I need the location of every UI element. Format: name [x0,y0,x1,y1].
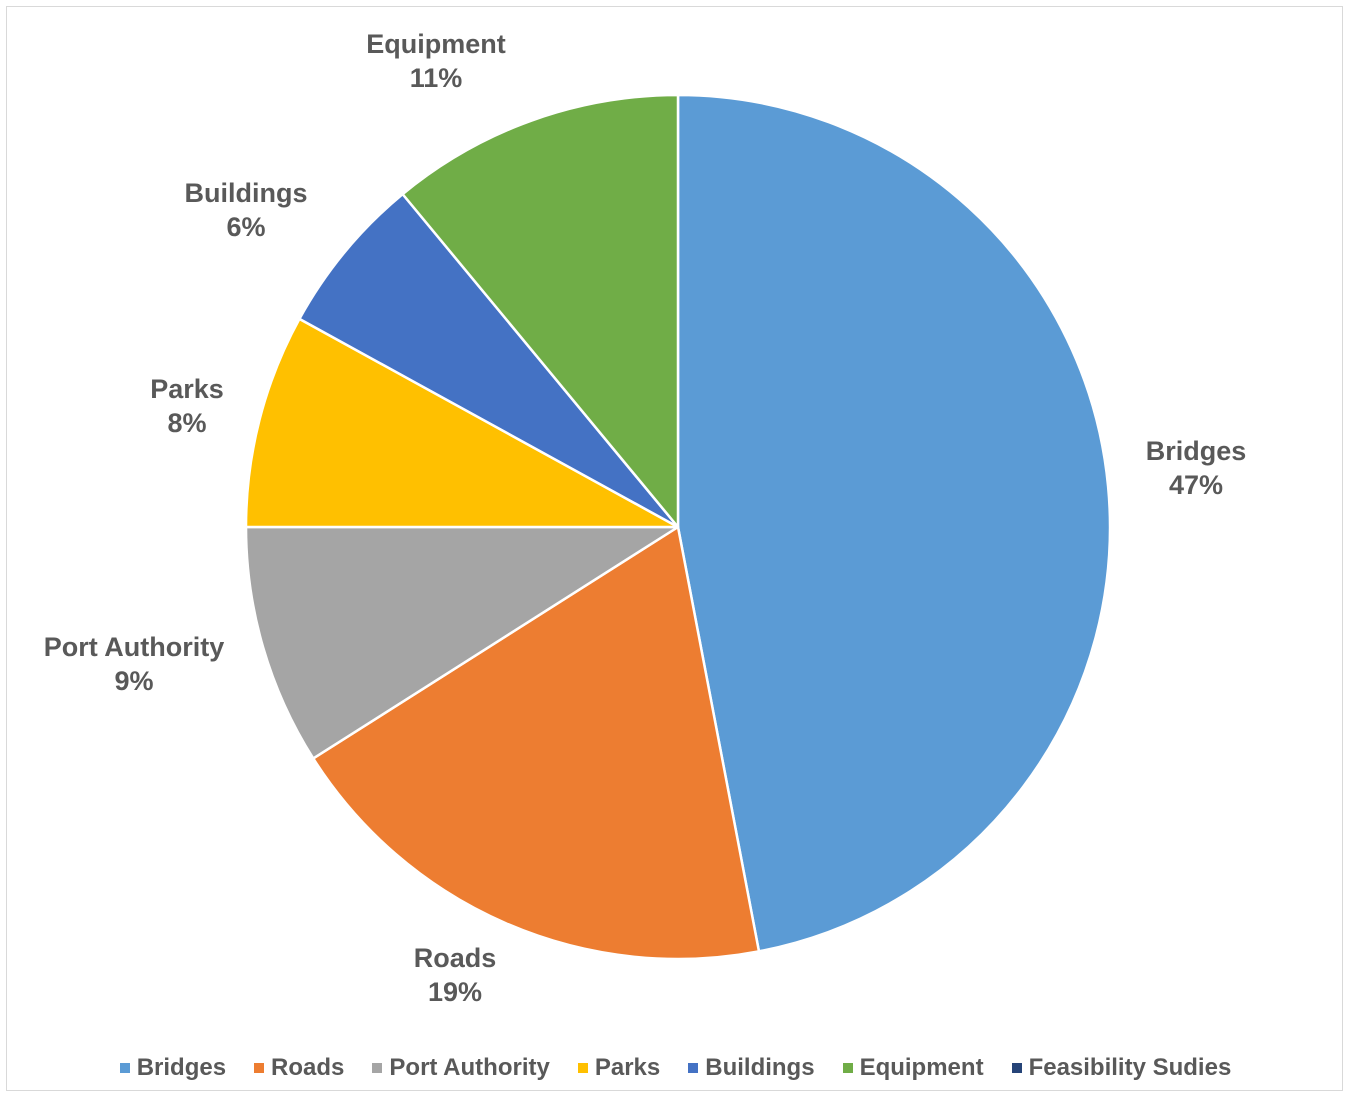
legend-label: Bridges [136,1054,227,1081]
legend-label: Roads [271,1054,345,1081]
pie-slice-port-authority [244,525,680,760]
legend-item-port-authority: Port Authority [372,1054,550,1082]
legend-swatch [688,1063,699,1073]
legend-swatch [372,1063,383,1073]
legend-item-equipment: Equipment [842,1054,984,1082]
pie-slice-equipment [401,93,680,529]
legend-item-feasibility-sudies: Feasibility Sudies [1011,1054,1232,1082]
data-label-roads: Roads 19% [414,943,497,1007]
data-label-equipment: Equipment 11% [366,29,506,93]
legend-item-roads: Roads [254,1054,344,1082]
pie-slice-roads [312,525,761,961]
legend-swatch [119,1063,130,1073]
legend-label: Parks [594,1054,661,1081]
legend-swatch [577,1063,588,1073]
data-label-buildings: Buildings 6% [185,178,308,242]
legend-label: Port Authority [389,1054,550,1081]
data-label-parks: Parks 8% [150,374,224,438]
legend-item-bridges: Bridges [119,1054,227,1082]
pie-slice-bridges [676,93,1112,953]
data-label-port-authority: Port Authority 9% [44,632,224,696]
legend-label: Buildings [705,1054,815,1081]
legend-item-buildings: Buildings [688,1054,815,1082]
pie-slice-parks [244,317,680,529]
legend-swatch [254,1063,265,1073]
chart-legend: Bridges Roads Port Authority Parks Buildings… [0,1050,1351,1086]
pie-slice-buildings [298,192,680,529]
legend-swatch [1011,1063,1022,1073]
legend-label: Feasibility Sudies [1028,1054,1232,1081]
legend-swatch [842,1063,853,1073]
data-label-bridges: Bridges 47% [1146,436,1247,500]
legend-item-parks: Parks [577,1054,661,1082]
legend-label: Equipment [859,1054,984,1081]
